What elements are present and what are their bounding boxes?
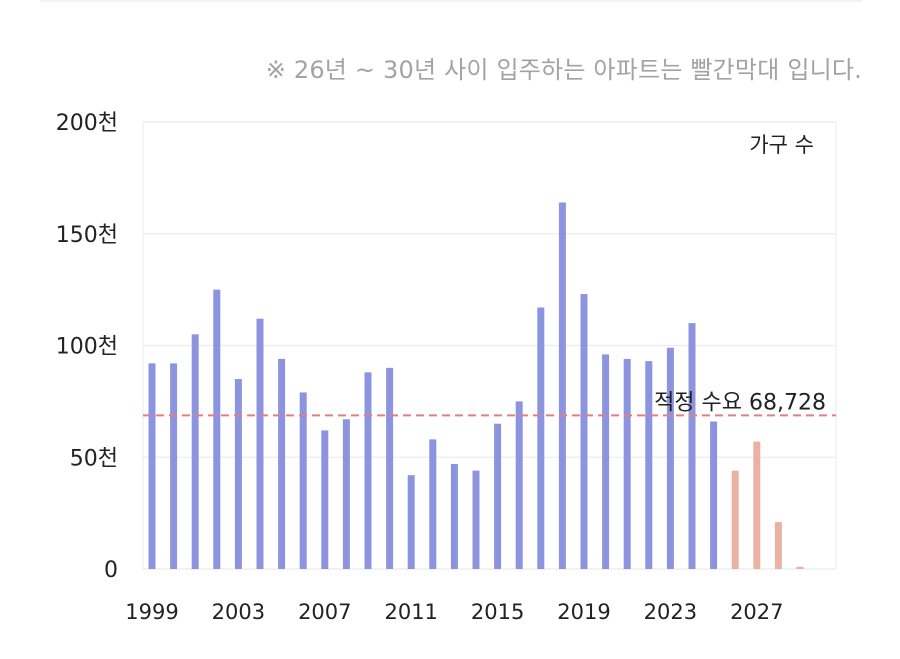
- bar-2017: [537, 307, 545, 569]
- bar-2019: [580, 294, 588, 569]
- bar-future-2026: [731, 470, 739, 569]
- bar-2005: [278, 358, 286, 569]
- bar-2006: [299, 392, 307, 569]
- bar-2022: [645, 361, 653, 569]
- bar-future-2028: [774, 522, 782, 569]
- x-tick-label: 2015: [471, 600, 524, 624]
- bar-2004: [256, 318, 264, 569]
- x-tick-label: 2023: [644, 600, 697, 624]
- legend-label: 가구 수: [749, 133, 814, 157]
- bar-future-2027: [753, 441, 761, 569]
- bar-2014: [472, 470, 480, 569]
- chart-note: ※ 26년 ~ 30년 사이 입주하는 아파트는 빨간막대 입니다.: [265, 56, 862, 84]
- x-tick-label: 2011: [384, 600, 437, 624]
- x-tick-label: 2019: [557, 600, 610, 624]
- y-tick-label: 0: [104, 558, 118, 583]
- reference-label: 적정 수요 68,728: [654, 390, 826, 415]
- bar-2003: [234, 379, 242, 569]
- y-tick-label: 100천: [56, 335, 118, 360]
- x-tick-label: 1999: [125, 600, 178, 624]
- bar-2024: [688, 323, 696, 569]
- bar-2015: [494, 423, 502, 569]
- bar-2021: [623, 358, 631, 569]
- y-tick-label: 150천: [56, 223, 118, 248]
- bar-2018: [558, 202, 566, 569]
- x-tick-label: 2007: [298, 600, 351, 624]
- bar-2013: [450, 463, 458, 569]
- bar-2025: [710, 421, 718, 569]
- bar-2012: [429, 439, 437, 569]
- bar-2010: [386, 367, 394, 569]
- bar-2016: [515, 401, 523, 569]
- bar-1999: [148, 363, 156, 569]
- top-divider: [40, 0, 862, 2]
- y-tick-label: 50천: [70, 446, 118, 471]
- bar-future-2029: [796, 566, 804, 569]
- y-tick-label: 200천: [56, 111, 118, 136]
- bar-2008: [342, 419, 350, 569]
- bar-2002: [213, 289, 221, 569]
- bar-2023: [666, 347, 674, 569]
- x-axis-ticks: 1999 2003 2007 2011 2015 2019 2023 2027: [125, 600, 783, 624]
- bar-2009: [364, 372, 372, 569]
- bar-2011: [407, 475, 415, 569]
- bars: [148, 202, 804, 569]
- x-tick-label: 2027: [730, 600, 783, 624]
- bar-2000: [170, 363, 178, 569]
- y-axis-ticks: 0 50천 100천 150천 200천: [56, 111, 118, 583]
- bar-2007: [321, 430, 329, 569]
- x-tick-label: 2003: [212, 600, 265, 624]
- bar-2001: [191, 334, 199, 569]
- bar-2020: [602, 354, 610, 569]
